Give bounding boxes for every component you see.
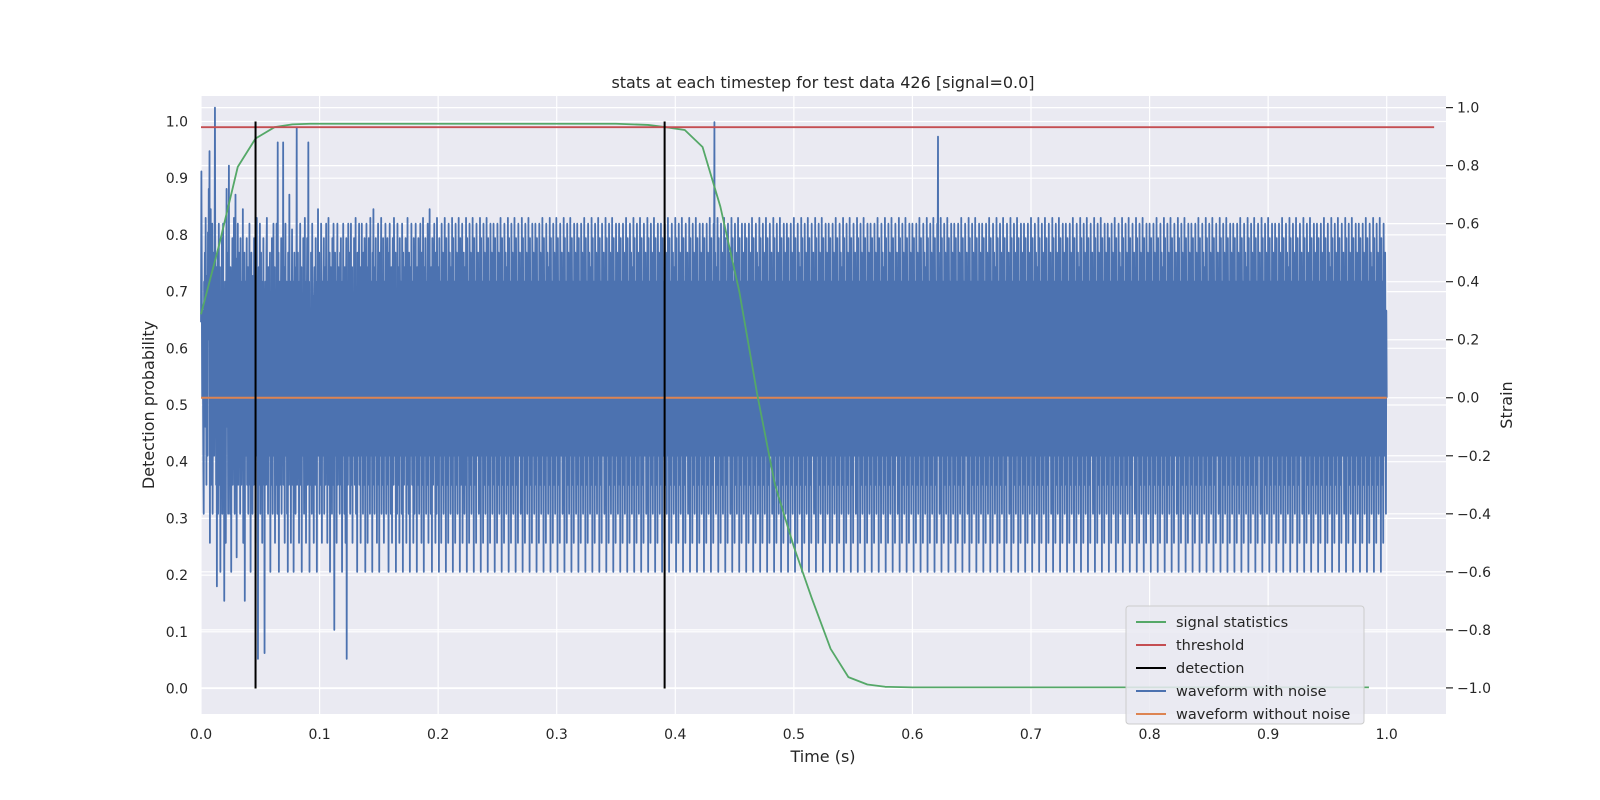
left-axis-ticks: 0.0 0.1 0.2 0.3 0.4 0.5 0.6 0.7 0.8 0.9 1.0: [166, 115, 188, 698]
x-tick-label: 0.0: [190, 727, 212, 743]
y-tick-label-left: 0.1: [166, 625, 188, 641]
legend-label-waveform-with-noise: waveform with noise: [1176, 684, 1327, 700]
legend-label-threshold: threshold: [1176, 638, 1244, 654]
series-layer: [200, 106, 1435, 689]
right-axis-ticks: −1.0 −0.8 −0.6 −0.4 −0.2 0.0 0.2 0.4 0.6 0.8 1.0: [1446, 101, 1491, 697]
y-tick-label-left: 0.6: [166, 341, 188, 357]
y-tick-label-left: 0.7: [166, 285, 188, 301]
x-tick-label: 0.8: [1138, 727, 1160, 743]
x-tick-label: 1.0: [1376, 727, 1398, 743]
y-tick-label-left: 0.3: [166, 511, 188, 527]
y-tick-label-right: 0.6: [1457, 217, 1479, 233]
legend: signal statistics threshold detection wavef…: [1125, 605, 1365, 725]
x-tick-label: 0.5: [783, 727, 805, 743]
y-axis-label-left: Detection probability: [139, 321, 158, 489]
y-tick-label-right: −0.2: [1457, 449, 1491, 465]
x-tick-label: 0.3: [546, 727, 568, 743]
y-tick-label-left: 1.0: [166, 115, 188, 131]
y-tick-label-left: 0.2: [166, 568, 188, 584]
y-tick-label-right: −0.8: [1457, 623, 1491, 639]
x-tick-label: 0.1: [308, 727, 330, 743]
y-tick-label-right: −0.6: [1457, 565, 1491, 581]
legend-label-waveform-without-noise: waveform without noise: [1176, 707, 1350, 723]
y-axis-label-right: Strain: [1497, 381, 1516, 428]
y-tick-label-left: 0.4: [166, 455, 188, 471]
x-tick-label: 0.9: [1257, 727, 1279, 743]
y-tick-label-right: 0.2: [1457, 333, 1479, 349]
x-tick-label: 0.4: [664, 727, 686, 743]
y-tick-label-right: 0.0: [1457, 391, 1479, 407]
y-tick-label-left: 0.0: [166, 681, 188, 697]
x-axis-ticks: 0.0 0.1 0.2 0.3 0.4 0.5 0.6 0.7 0.8 0.9 1.0: [190, 727, 1398, 743]
series-waveform-with-noise: [200, 106, 1388, 660]
y-tick-label-right: −1.0: [1457, 681, 1491, 697]
y-tick-label-left: 0.9: [166, 171, 188, 187]
legend-label-signal-statistics: signal statistics: [1176, 615, 1288, 631]
y-tick-label-right: 0.4: [1457, 275, 1479, 291]
x-axis-label: Time (s): [789, 747, 855, 766]
x-tick-label: 0.6: [901, 727, 923, 743]
y-tick-label-right: 1.0: [1457, 101, 1479, 117]
series-signal-statistics: [200, 122, 1369, 689]
x-tick-label: 0.2: [427, 727, 449, 743]
legend-label-detection: detection: [1176, 661, 1244, 677]
y-tick-label-left: 0.8: [166, 228, 188, 244]
y-tick-label-right: −0.4: [1457, 507, 1491, 523]
x-tick-label: 0.7: [1020, 727, 1042, 743]
y-tick-label-left: 0.5: [166, 398, 188, 414]
y-tick-label-right: 0.8: [1457, 159, 1479, 175]
legend-box: [1125, 605, 1365, 725]
chart-title: stats at each timestep for test data 426…: [611, 73, 1034, 92]
